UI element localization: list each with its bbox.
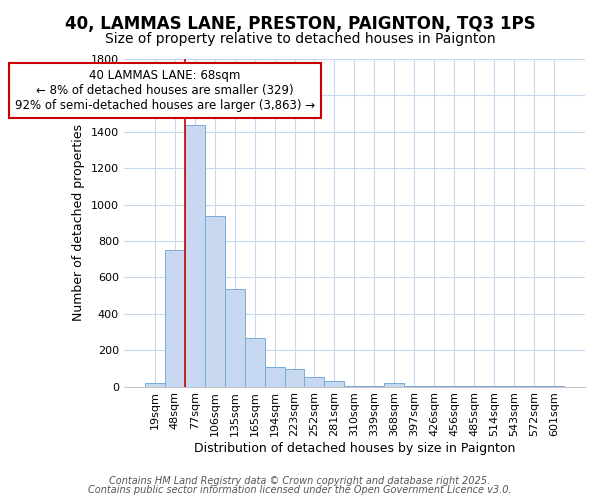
X-axis label: Distribution of detached houses by size in Paignton: Distribution of detached houses by size … [194, 442, 515, 455]
Bar [185, 124, 205, 386]
Bar [224, 289, 245, 386]
Y-axis label: Number of detached properties: Number of detached properties [72, 124, 85, 322]
Text: 40 LAMMAS LANE: 68sqm
← 8% of detached houses are smaller (329)
92% of semi-deta: 40 LAMMAS LANE: 68sqm ← 8% of detached h… [14, 69, 315, 112]
Bar [265, 368, 284, 386]
Bar [245, 338, 265, 386]
Text: 40, LAMMAS LANE, PRESTON, PAIGNTON, TQ3 1PS: 40, LAMMAS LANE, PRESTON, PAIGNTON, TQ3 … [65, 15, 535, 33]
Bar [385, 383, 404, 386]
Bar [284, 370, 304, 386]
Bar [304, 378, 325, 386]
Bar [145, 383, 165, 386]
Bar [165, 250, 185, 386]
Text: Contains HM Land Registry data © Crown copyright and database right 2025.: Contains HM Land Registry data © Crown c… [109, 476, 491, 486]
Bar [325, 381, 344, 386]
Text: Contains public sector information licensed under the Open Government Licence v3: Contains public sector information licen… [88, 485, 512, 495]
Bar [205, 216, 224, 386]
Text: Size of property relative to detached houses in Paignton: Size of property relative to detached ho… [104, 32, 496, 46]
